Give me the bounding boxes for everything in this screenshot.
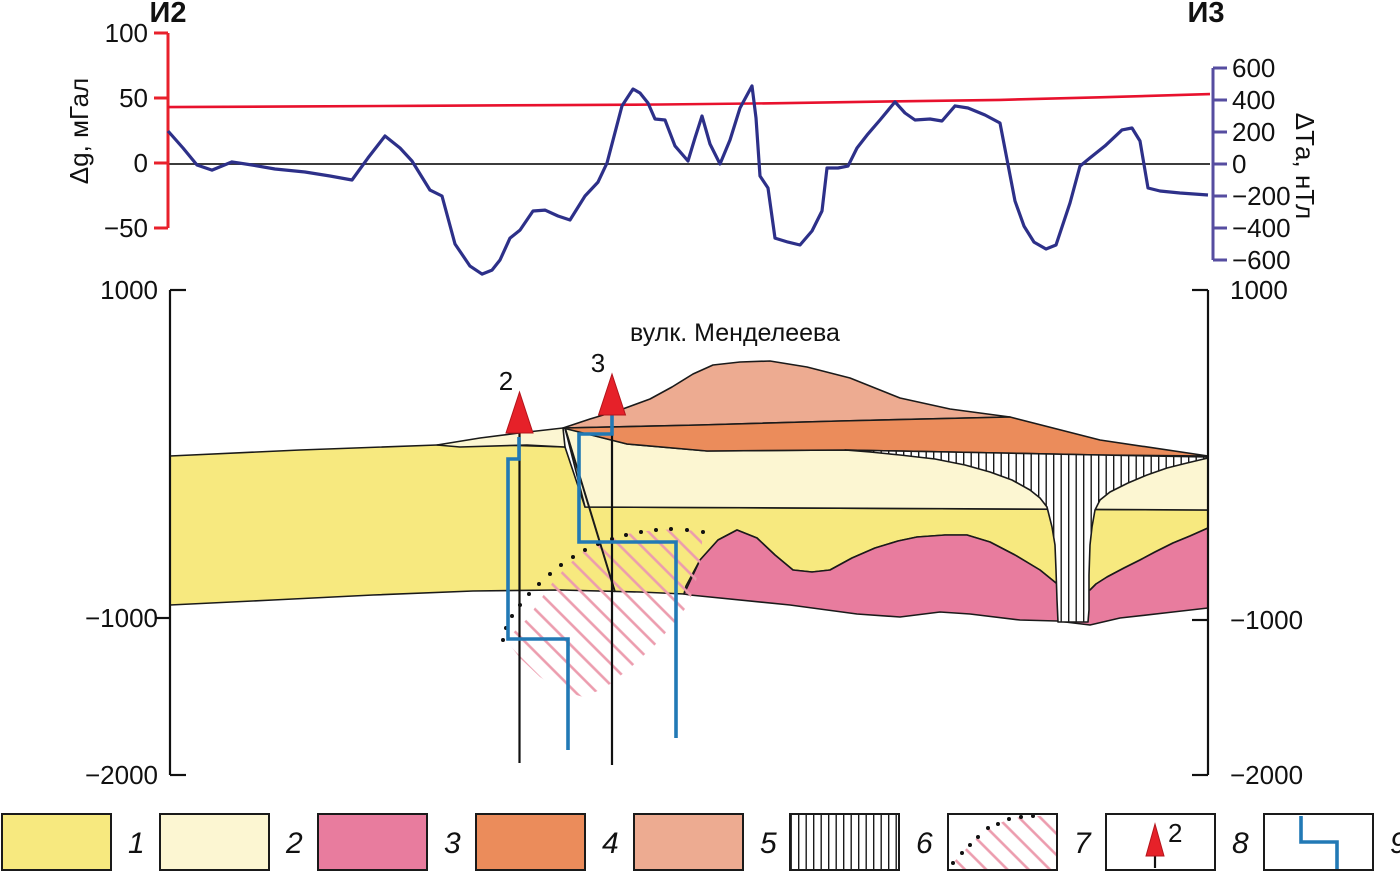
- gravity-tick-label: −50: [104, 213, 148, 243]
- gravity-tick-label: 0: [134, 148, 148, 178]
- magnetic-tick-label: 600: [1232, 53, 1275, 83]
- gravity-axis-title: Δg, мГал: [64, 78, 94, 184]
- legend-swatch-1: [1, 813, 112, 871]
- dotted-boundary-dot: [527, 592, 531, 596]
- magnetic-tick-label: 0: [1232, 149, 1246, 179]
- magnetic-tick-label: −600: [1232, 245, 1291, 275]
- dotted-boundary-dot: [571, 555, 575, 559]
- legend-number-4: 4: [602, 827, 619, 860]
- delta_g-curve: [167, 92, 1211, 109]
- legend-arc-dot: [951, 861, 955, 865]
- legend-well-number: 2: [1168, 818, 1182, 848]
- dotted-boundary-dot: [510, 614, 514, 618]
- legend-item-6: 6: [789, 813, 933, 871]
- dotted-boundary-dot: [701, 530, 705, 534]
- legend-pink-hatch: [953, 816, 1057, 870]
- legend-swatch-4: [475, 813, 586, 871]
- profile-end-label: И3: [1188, 0, 1225, 29]
- delta_ta-curve: [166, 84, 1209, 276]
- legend-item-3: 3: [317, 813, 461, 871]
- unit-6-vertical-hatch: [844, 449, 1209, 623]
- dotted-boundary-dot: [654, 528, 658, 532]
- right-elevation-label: 1000: [1230, 275, 1288, 305]
- well-3-label: 3: [591, 348, 605, 378]
- dotted-boundary-dot: [548, 572, 552, 576]
- legend-swatch-5: [633, 813, 744, 871]
- legend-swatch-2: [159, 813, 270, 871]
- left-elevation-label: −1000: [85, 603, 158, 633]
- dotted-boundary-dot: [685, 528, 689, 532]
- left-elevation-label: −2000: [85, 760, 158, 790]
- legend-well-triangle: [1145, 822, 1165, 857]
- legend-swatch-6: [789, 813, 900, 871]
- legend-item-4: 4: [475, 813, 619, 871]
- legend-swatch-3: [317, 813, 428, 871]
- volcano-name-label: вулк. Менделеева: [630, 319, 840, 347]
- dotted-boundary-dot: [501, 638, 505, 642]
- dotted-boundary-dot: [669, 527, 673, 531]
- legend-number-8: 8: [1232, 827, 1249, 860]
- legend-number-2: 2: [285, 827, 303, 860]
- legend-number-6: 6: [916, 827, 933, 860]
- legend-arc-dot: [986, 826, 990, 830]
- well-2-blue-path: [506, 437, 570, 750]
- dotted-boundary-dot: [559, 563, 563, 567]
- magnetic-tick-label: −400: [1232, 213, 1291, 243]
- dotted-boundary-dot: [583, 548, 587, 552]
- right-elevation-label: −2000: [1230, 760, 1303, 790]
- unit-7-pink-hatch-zone: [506, 529, 703, 697]
- legend-item-1: 1: [1, 813, 145, 871]
- left-elevation-label: 1000: [100, 275, 158, 305]
- magnetic-tick-label: 200: [1232, 117, 1275, 147]
- legend-number-7: 7: [1074, 827, 1092, 860]
- dotted-boundary-dot: [537, 582, 541, 586]
- right-elevation-label: −1000: [1230, 605, 1303, 635]
- legend-number-9: 9: [1390, 827, 1400, 860]
- well-3-blue-path: [577, 414, 678, 738]
- profile-start-label: И2: [150, 0, 187, 29]
- gravity-tick-label: 100: [105, 18, 148, 48]
- legend-arc-dot: [996, 822, 1000, 826]
- unit-2-cream-left-wedge: [436, 427, 566, 448]
- legend-number-5: 5: [760, 827, 777, 860]
- well-2-label: 2: [499, 366, 513, 396]
- legend-arc-dot: [960, 851, 964, 855]
- magnetic-axis-title: ΔTа, нТл: [1290, 113, 1320, 219]
- legend-swatch-border: [947, 813, 1058, 871]
- legend-item-5: 5: [633, 813, 777, 871]
- magnetic-tick-label: 400: [1232, 85, 1275, 115]
- well-3-triangle-marker: [597, 372, 627, 416]
- well-2-triangle-marker: [505, 390, 534, 434]
- magnetic-tick-label: −200: [1232, 181, 1291, 211]
- legend-arc-dot: [976, 835, 980, 839]
- legend-blue-step: [1299, 816, 1339, 869]
- legend-layer: 1234567289: [1, 813, 1400, 871]
- legend-number-3: 3: [444, 827, 461, 860]
- legend-arc-dot: [968, 843, 972, 847]
- legend-item-7: 7: [947, 813, 1092, 871]
- cross-section-layer: 1000 −1000 −2000 1000 −1000 −2000: [85, 275, 1303, 790]
- dotted-boundary-dot: [639, 530, 643, 534]
- legend-item-2: 2: [159, 813, 303, 871]
- legend-number-1: 1: [128, 827, 145, 860]
- fault-line: [564, 427, 616, 593]
- dotted-boundary-dot: [624, 533, 628, 537]
- gravity-tick-label: 50: [119, 83, 148, 113]
- legend-item-9: 9: [1263, 813, 1400, 871]
- legend-arc-dot: [1019, 815, 1023, 819]
- legend-arc-dot: [1007, 817, 1011, 821]
